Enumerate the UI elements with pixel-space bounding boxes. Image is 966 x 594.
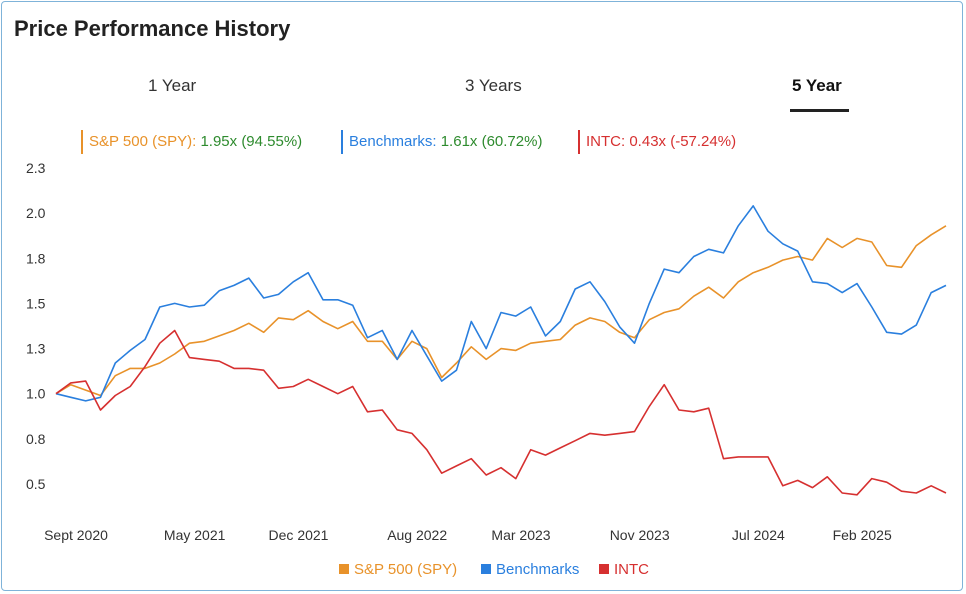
legend-spy-label: S&P 500 (SPY) bbox=[354, 561, 458, 578]
legend-benchmarks-swatch bbox=[481, 564, 491, 574]
x-tick-label: May 2021 bbox=[164, 527, 226, 543]
tab-5-year[interactable]: 5 Year bbox=[792, 76, 842, 95]
x-tick-label: Feb 2025 bbox=[833, 527, 892, 543]
metric-spy-marker bbox=[81, 130, 83, 154]
active-tab-indicator bbox=[790, 109, 849, 112]
y-tick-label: 2.0 bbox=[26, 205, 46, 221]
series-line-benchmarks[interactable] bbox=[55, 205, 947, 402]
y-tick-label: 0.5 bbox=[26, 476, 46, 492]
legend-benchmarks[interactable]: Benchmarks bbox=[481, 561, 579, 578]
metric-benchmarks: Benchmarks: 1.61x (60.72%) bbox=[341, 130, 543, 154]
x-tick-label: Jul 2024 bbox=[732, 527, 785, 543]
y-tick-label: 0.8 bbox=[26, 431, 46, 447]
x-tick-label: Aug 2022 bbox=[387, 527, 447, 543]
y-tick-label: 2.3 bbox=[26, 160, 46, 176]
legend-spy-swatch bbox=[339, 564, 349, 574]
x-tick-label: Sept 2020 bbox=[44, 527, 108, 543]
y-tick-label: 1.3 bbox=[26, 341, 46, 357]
metric-intc: INTC: 0.43x (-57.24%) bbox=[578, 130, 737, 154]
legend-intc-label: INTC bbox=[614, 561, 649, 578]
legend-intc-swatch bbox=[599, 564, 609, 574]
metric-intc-value: 0.43x (-57.24%) bbox=[629, 133, 737, 150]
legend-spy[interactable]: S&P 500 (SPY) bbox=[339, 561, 457, 578]
x-tick-label: Dec 2021 bbox=[269, 527, 329, 543]
metric-spy: S&P 500 (SPY): 1.95x (94.55%) bbox=[81, 130, 303, 154]
metric-benchmarks-marker bbox=[341, 130, 343, 154]
y-tick-label: 1.0 bbox=[26, 386, 46, 402]
page-title: Price Performance History bbox=[14, 16, 291, 41]
legend-benchmarks-label: Benchmarks bbox=[496, 561, 580, 578]
legend-intc[interactable]: INTC bbox=[599, 561, 649, 578]
metric-intc-label: INTC: bbox=[586, 133, 626, 150]
series-line-s-p-500-spy[interactable] bbox=[55, 225, 947, 397]
metric-benchmarks-value: 1.61x (60.72%) bbox=[440, 133, 543, 150]
series-line-intc[interactable] bbox=[55, 329, 947, 496]
metric-spy-value: 1.95x (94.55%) bbox=[200, 133, 303, 150]
tab-3-years[interactable]: 3 Years bbox=[465, 76, 522, 95]
tab-1-year[interactable]: 1 Year bbox=[148, 76, 197, 95]
y-tick-label: 1.5 bbox=[26, 295, 46, 311]
metric-benchmarks-label: Benchmarks: bbox=[349, 133, 437, 150]
x-tick-label: Nov 2023 bbox=[610, 527, 670, 543]
metric-intc-marker bbox=[578, 130, 580, 154]
y-tick-label: 1.8 bbox=[26, 250, 46, 266]
metric-spy-label: S&P 500 (SPY): bbox=[89, 133, 197, 150]
x-tick-label: Mar 2023 bbox=[491, 527, 550, 543]
